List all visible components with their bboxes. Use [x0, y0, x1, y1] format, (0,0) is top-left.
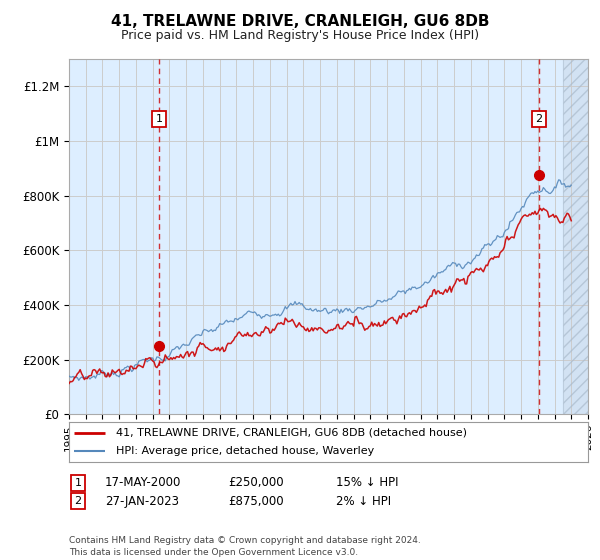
- Text: 2% ↓ HPI: 2% ↓ HPI: [336, 494, 391, 508]
- Text: 41, TRELAWNE DRIVE, CRANLEIGH, GU6 8DB (detached house): 41, TRELAWNE DRIVE, CRANLEIGH, GU6 8DB (…: [116, 428, 467, 437]
- Text: 2: 2: [74, 496, 82, 506]
- Text: Contains HM Land Registry data © Crown copyright and database right 2024.
This d: Contains HM Land Registry data © Crown c…: [69, 536, 421, 557]
- Text: HPI: Average price, detached house, Waverley: HPI: Average price, detached house, Wave…: [116, 446, 374, 456]
- Text: 15% ↓ HPI: 15% ↓ HPI: [336, 476, 398, 489]
- Text: 1: 1: [74, 478, 82, 488]
- Text: 2: 2: [535, 114, 542, 124]
- Text: 41, TRELAWNE DRIVE, CRANLEIGH, GU6 8DB: 41, TRELAWNE DRIVE, CRANLEIGH, GU6 8DB: [111, 14, 489, 29]
- Text: 1: 1: [155, 114, 163, 124]
- Text: 27-JAN-2023: 27-JAN-2023: [105, 494, 179, 508]
- Text: 17-MAY-2000: 17-MAY-2000: [105, 476, 181, 489]
- Bar: [563, 59, 588, 414]
- Text: £875,000: £875,000: [228, 494, 284, 508]
- Bar: [563, 59, 588, 414]
- Text: £250,000: £250,000: [228, 476, 284, 489]
- Text: Price paid vs. HM Land Registry's House Price Index (HPI): Price paid vs. HM Land Registry's House …: [121, 29, 479, 42]
